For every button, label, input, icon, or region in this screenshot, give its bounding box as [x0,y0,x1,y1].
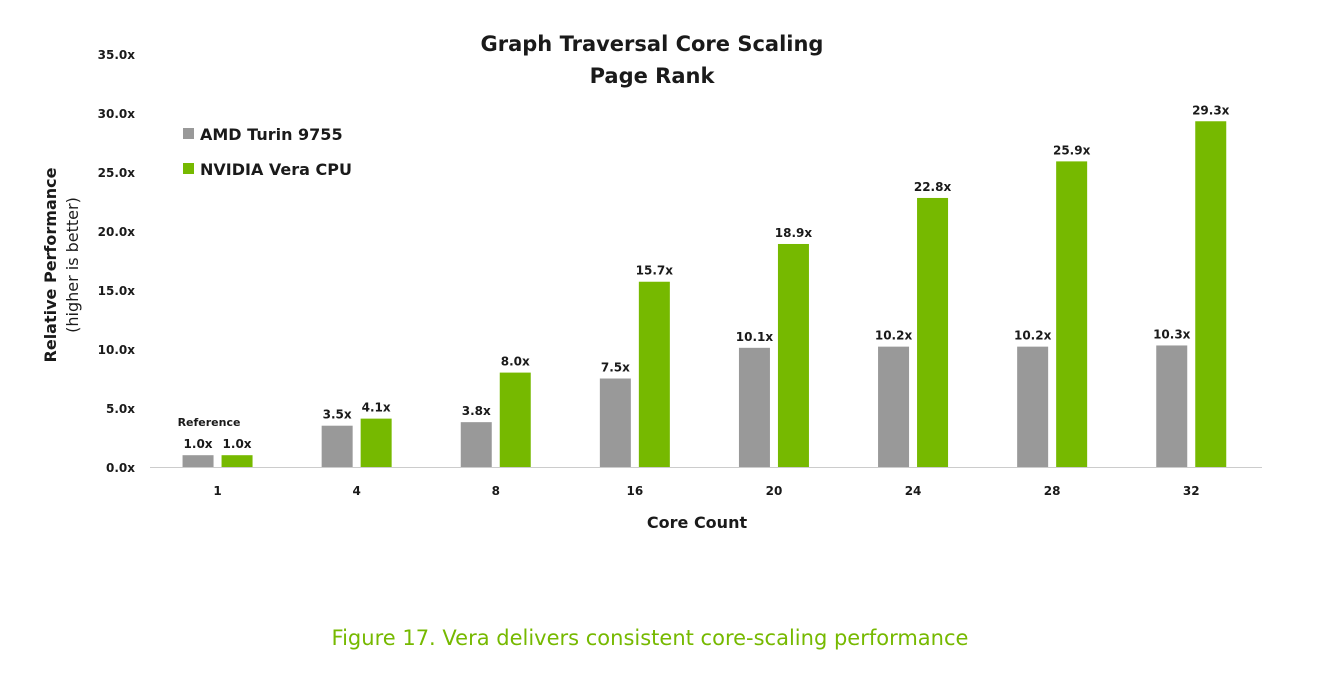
bar-amd [1017,346,1049,467]
data-label-amd: 10.1x [736,330,774,344]
data-label-amd: 1.0x [184,437,213,451]
x-tick-label: 8 [492,484,500,498]
data-label-nvidia: 1.0x [223,437,252,451]
bars [182,121,1227,467]
x-tick-label: 28 [1044,484,1061,498]
x-tick-label: 20 [766,484,783,498]
y-tick-label: 25.0x [98,166,136,180]
data-label-nvidia: 29.3x [1192,103,1230,117]
bar-amd [460,422,492,467]
legend-label-amd: AMD Turin 9755 [200,125,343,144]
data-label-nvidia: 15.7x [636,264,674,278]
y-tick-label: 15.0x [98,284,136,298]
reference-annotation: Reference [178,416,241,429]
y-tick-label: 35.0x [98,48,136,62]
legend-label-nvidia: NVIDIA Vera CPU [200,160,352,179]
data-label-amd: 3.5x [323,408,352,422]
bar-nvidia [499,372,531,467]
bar-nvidia [917,197,949,467]
x-tick-label: 24 [905,484,922,498]
x-tick-label: 1 [213,484,221,498]
bar-nvidia [1056,161,1088,467]
chart: Graph Traversal Core Scaling Page Rank R… [41,32,1262,532]
x-tick-label: 32 [1183,484,1200,498]
y-tick-label: 30.0x [98,107,136,121]
y-tick-label: 20.0x [98,225,136,239]
y-tick-label: 5.0x [106,402,135,416]
data-label-nvidia: 25.9x [1053,143,1091,157]
bar-amd [599,378,631,467]
bar-labels: 1.0x 1.0x 3.5x 4.1x 3.8x 8.0x 7.5x 15.7x 10.1x 18… [184,103,1230,451]
x-tick-label: 16 [626,484,643,498]
bar-nvidia [1195,121,1227,467]
bar-amd [321,425,353,467]
bar-nvidia [638,281,670,467]
bar-amd [738,347,770,467]
data-label-nvidia: 18.9x [775,226,813,240]
data-label-amd: 3.8x [462,404,491,418]
bar-nvidia [360,418,392,467]
y-axis-label: Relative Performance [41,167,60,362]
chart-title: Graph Traversal Core Scaling [481,32,824,56]
figure-caption: Figure 17. Vera delivers consistent core… [331,626,969,650]
x-axis-ticks: 1 4 8 16 20 24 28 32 [213,484,1199,498]
bar-amd [182,455,214,467]
data-label-amd: 7.5x [601,361,630,375]
bar-nvidia [221,455,253,467]
y-axis-sublabel: (higher is better) [63,197,82,333]
y-axis-ticks: 0.0x 5.0x 10.0x 15.0x 20.0x 25.0x 30.0x 35.0x [98,48,136,475]
y-tick-label: 10.0x [98,343,136,357]
bar-amd [878,346,910,467]
data-label-nvidia: 4.1x [362,401,391,415]
legend-swatch-amd [183,128,194,139]
bar-nvidia [777,243,809,467]
legend-swatch-nvidia [183,163,194,174]
x-axis-label: Core Count [647,513,748,532]
data-label-amd: 10.2x [875,329,913,343]
y-axis-title: Relative Performance (higher is better) [41,167,82,362]
legend: AMD Turin 9755 NVIDIA Vera CPU [183,125,352,179]
data-label-nvidia: 8.0x [501,355,530,369]
data-label-amd: 10.2x [1014,329,1052,343]
chart-subtitle: Page Rank [590,64,716,88]
data-label-amd: 10.3x [1153,327,1191,341]
y-tick-label: 0.0x [106,461,135,475]
data-label-nvidia: 22.8x [914,180,952,194]
bar-amd [1156,345,1188,467]
x-tick-label: 4 [352,484,360,498]
